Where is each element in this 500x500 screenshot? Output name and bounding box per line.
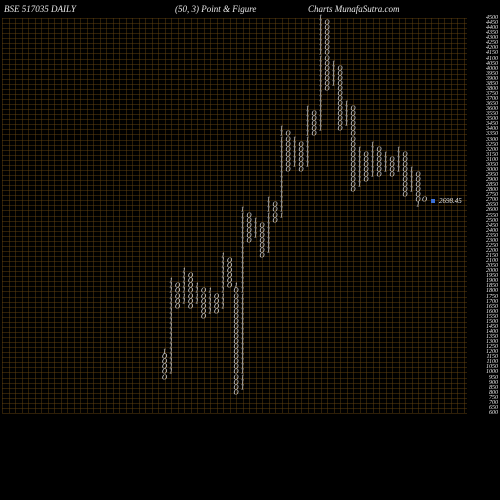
pf-o-marker: O bbox=[188, 273, 193, 280]
pf-x-marker: 1 bbox=[358, 146, 362, 153]
pf-o-marker: O bbox=[285, 131, 290, 138]
pf-o-marker: O bbox=[227, 258, 232, 265]
pf-o-marker: O bbox=[246, 212, 251, 219]
pf-o-marker: O bbox=[389, 156, 394, 163]
pf-x-marker: 1 bbox=[384, 151, 388, 158]
pf-x-marker: 1 bbox=[208, 288, 212, 295]
last-price-label: 2698.45 bbox=[439, 197, 462, 205]
pf-o-marker: O bbox=[311, 111, 316, 118]
pf-x-marker: 1 bbox=[163, 349, 167, 356]
pf-x-marker: 1 bbox=[345, 101, 349, 108]
pf-x-marker: 1 bbox=[195, 283, 199, 290]
pf-o-marker: O bbox=[337, 65, 342, 72]
last-price-dot bbox=[431, 199, 435, 203]
pf-x-marker: 1 bbox=[182, 268, 186, 275]
pf-x-marker: 1 bbox=[397, 146, 401, 153]
pf-o-marker: O bbox=[350, 106, 355, 113]
pf-x-marker: 1 bbox=[371, 141, 375, 148]
pf-x-marker: 1 bbox=[280, 126, 284, 133]
pf-o-marker: O bbox=[422, 197, 427, 204]
ticker-title: BSE 517035 DAILY bbox=[4, 4, 76, 14]
source-label: Charts MunafaSutra.com bbox=[308, 4, 400, 14]
pf-o-marker: O bbox=[175, 283, 180, 290]
pf-x-marker: 1 bbox=[254, 217, 258, 224]
pf-x-marker: 1 bbox=[332, 60, 336, 67]
pf-o-marker: O bbox=[376, 146, 381, 153]
pf-x-marker: 1 bbox=[169, 278, 173, 285]
pf-o-marker: O bbox=[298, 141, 303, 148]
pf-o-marker: O bbox=[415, 171, 420, 178]
pf-x-marker: 1 bbox=[221, 253, 225, 260]
pf-x-marker: 1 bbox=[416, 202, 420, 209]
pf-x-marker: 1 bbox=[267, 197, 271, 204]
pf-o-marker: O bbox=[402, 151, 407, 158]
chart-header: BSE 517035 DAILY (50, 3) Point & Figure … bbox=[0, 4, 500, 18]
pf-o-marker: O bbox=[272, 202, 277, 209]
chart-type-label: (50, 3) Point & Figure bbox=[175, 4, 256, 14]
pf-o-marker: O bbox=[201, 288, 206, 295]
pf-o-marker: O bbox=[324, 20, 329, 27]
pf-x-marker: 1 bbox=[410, 166, 414, 173]
pf-x-marker: 1 bbox=[293, 136, 297, 143]
pf-x-marker: 1 bbox=[234, 283, 238, 290]
pf-o-marker: O bbox=[214, 293, 219, 300]
pf-x-marker: 1 bbox=[306, 106, 310, 113]
pf-o-marker: O bbox=[259, 222, 264, 229]
pf-x-marker: 1 bbox=[241, 207, 245, 214]
pf-o-marker: O bbox=[363, 151, 368, 158]
